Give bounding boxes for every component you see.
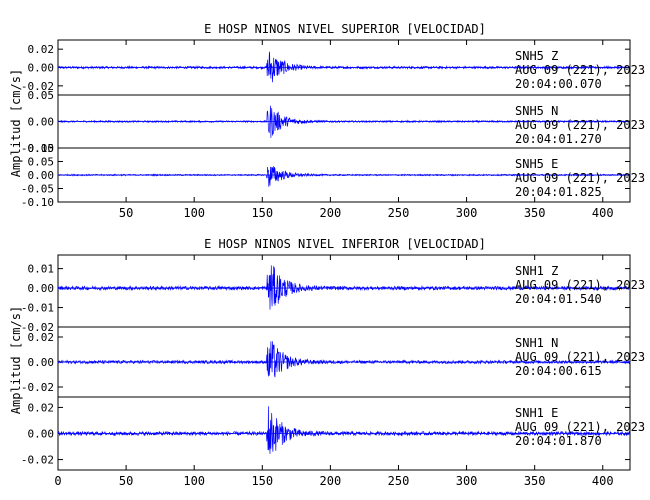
time-label: 20:04:01.870	[515, 434, 602, 448]
x-tick-label: 400	[592, 206, 614, 220]
x-tick-label: 0	[54, 474, 61, 488]
x-tick-label: 50	[119, 206, 133, 220]
station-label: SNH5 Z	[515, 49, 558, 63]
date-label: AUG 09 (221), 2023	[515, 278, 645, 292]
x-tick-label: 300	[456, 474, 478, 488]
y-tick-label: -0.02	[21, 321, 54, 334]
y-tick-label: 0.10	[28, 142, 55, 155]
y-tick-label: -0.01	[21, 302, 54, 315]
y-tick-label: 0.00	[28, 282, 55, 295]
time-label: 20:04:00.615	[515, 364, 602, 378]
x-tick-label: 150	[251, 474, 273, 488]
y-tick-label: 0.00	[28, 169, 55, 182]
date-label: AUG 09 (221), 2023	[515, 171, 645, 185]
x-tick-label: 100	[183, 206, 205, 220]
y-tick-label: 0.02	[28, 331, 55, 344]
x-tick-label: 100	[183, 474, 205, 488]
y-tick-label: -0.02	[21, 454, 54, 467]
upper-level-panel: E HOSP NINOS NIVEL SUPERIOR [VELOCIDAD] …	[9, 22, 645, 220]
x-tick-label: 300	[456, 206, 478, 220]
station-label: SNH5 N	[515, 104, 558, 118]
station-label: SNH5 E	[515, 157, 558, 171]
x-tick-label: 250	[388, 474, 410, 488]
y-tick-label: 0.00	[28, 428, 55, 441]
x-tick-label: 200	[320, 474, 342, 488]
time-label: 20:04:01.540	[515, 292, 602, 306]
waveform-line	[57, 406, 631, 454]
x-tick-label: 250	[388, 206, 410, 220]
upper-panel-title: E HOSP NINOS NIVEL SUPERIOR [VELOCIDAD]	[204, 22, 486, 36]
y-tick-label: 0.00	[28, 116, 55, 129]
x-tick-label: 400	[592, 474, 614, 488]
x-tick-label: 200	[320, 206, 342, 220]
date-label: AUG 09 (221), 2023	[515, 118, 645, 132]
time-label: 20:04:01.270	[515, 132, 602, 146]
station-label: SNH1 N	[515, 336, 558, 350]
y-tick-label: 0.05	[28, 156, 55, 169]
y-tick-label: 0.01	[28, 263, 55, 276]
waveform-line	[57, 51, 630, 83]
y-tick-label: 0.05	[28, 89, 55, 102]
date-label: AUG 09 (221), 2023	[515, 350, 645, 364]
y-tick-label: 0.00	[28, 356, 55, 369]
waveform-line	[58, 166, 631, 187]
station-label: SNH1 Z	[515, 264, 558, 278]
date-label: AUG 09 (221), 2023	[515, 63, 645, 77]
waveform-line	[57, 341, 631, 378]
waveform-line	[57, 265, 631, 310]
date-label: AUG 09 (221), 2023	[515, 420, 645, 434]
lower-panel-title: E HOSP NINOS NIVEL INFERIOR [VELOCIDAD]	[204, 237, 486, 251]
y-tick-label: -0.02	[21, 80, 54, 93]
waveform-line	[57, 105, 631, 138]
x-tick-label: 150	[251, 206, 273, 220]
upper-panel-ylabel: Amplitud [cm/s]	[9, 69, 23, 177]
y-tick-label: -0.05	[21, 142, 54, 155]
lower-panel-ylabel: Amplitud [cm/s]	[9, 306, 23, 414]
y-tick-label: 0.02	[28, 43, 55, 56]
y-tick-label: 0.00	[28, 62, 55, 75]
x-tick-label: 50	[119, 474, 133, 488]
time-label: 20:04:01.825	[515, 185, 602, 199]
lower-level-panel: E HOSP NINOS NIVEL INFERIOR [VELOCIDAD] …	[9, 237, 645, 488]
y-tick-label: -0.05	[21, 183, 54, 196]
y-tick-label: 0.02	[28, 401, 55, 414]
x-tick-label: 350	[524, 474, 546, 488]
y-tick-label: -0.02	[21, 381, 54, 394]
y-tick-label: -0.10	[21, 196, 54, 209]
time-label: 20:04:00.070	[515, 77, 602, 91]
x-tick-label: 350	[524, 206, 546, 220]
station-label: SNH1 E	[515, 406, 558, 420]
